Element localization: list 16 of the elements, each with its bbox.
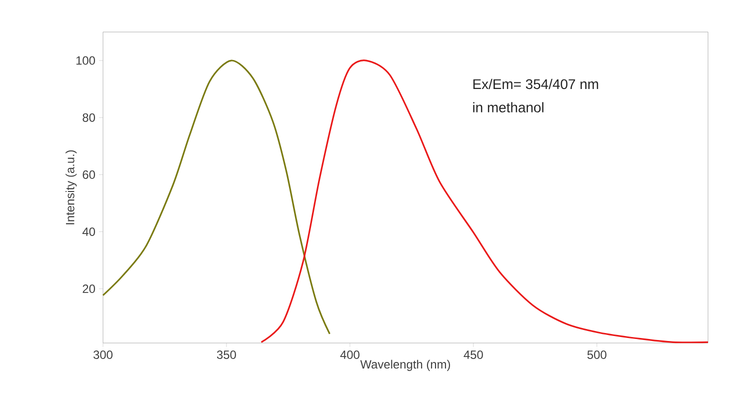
y-tick-label: 40: [82, 227, 96, 236]
line-series: [260, 60, 709, 344]
y-tick-label: 80: [82, 113, 96, 122]
x-tick-label: 400: [340, 350, 360, 359]
x-tick-label: 300: [93, 350, 113, 359]
y-tick-label: 100: [76, 56, 96, 65]
x-tick-label: 500: [587, 350, 606, 359]
x-tick-label: 450: [464, 350, 483, 359]
y-tick-label: 20: [82, 284, 96, 294]
y-axis-title: Intensity (a.u.): [66, 150, 77, 224]
line-series: [102, 60, 330, 335]
x-axis-title: Wavelength (nm): [360, 360, 450, 371]
y-tick-label: 60: [82, 170, 96, 179]
annotation: Ex/Em= 354/407 nm: [473, 78, 598, 90]
annotation: in methanol: [473, 102, 544, 112]
x-tick-label: 350: [216, 350, 236, 359]
